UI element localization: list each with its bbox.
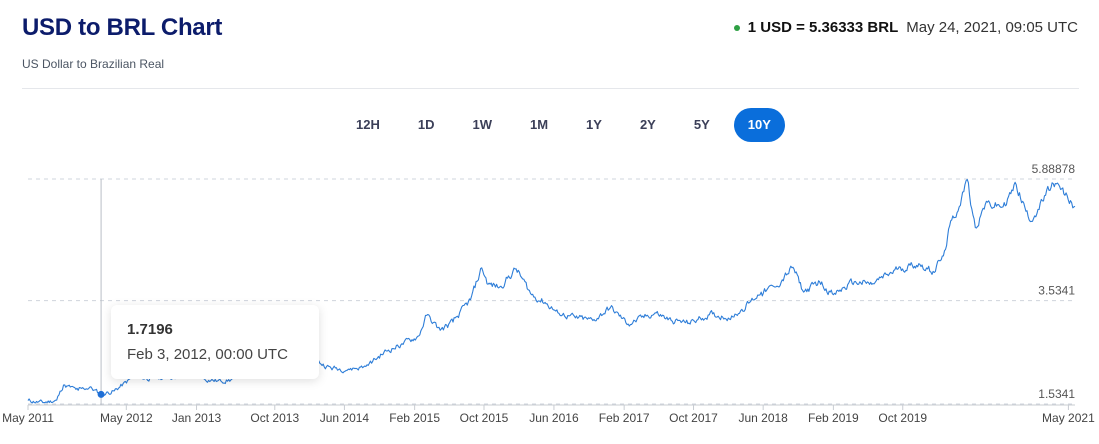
rate-value: 1 USD = 5.36333 BRL	[747, 19, 899, 36]
tab-10y[interactable]: 10Y	[733, 108, 785, 142]
x-tick-label: Oct 2015	[460, 411, 509, 425]
tab-1y[interactable]: 1Y	[586, 117, 602, 132]
x-tick-label: May 2011	[2, 411, 54, 425]
tab-1m[interactable]: 1M	[529, 117, 549, 132]
current-rate: 1 USD = 5.36333 BRL May 24, 2021, 09:05 …	[733, 19, 1078, 36]
x-tick-label: Jun 2014	[320, 411, 370, 425]
header-divider	[22, 88, 1079, 89]
tab-1w[interactable]: 1W	[472, 117, 492, 132]
time-range-tabs: 12H 1D 1W 1M 1Y 2Y 5Y 10Y	[337, 108, 790, 142]
x-tick-label: Jun 2018	[738, 411, 788, 425]
x-tick-label: Oct 2019	[878, 411, 927, 425]
y-tick-label: 3.5341	[1038, 284, 1075, 298]
tab-5y[interactable]: 5Y	[693, 117, 710, 132]
x-tick-label: Oct 2017	[669, 411, 718, 425]
x-tick-label: Feb 2015	[389, 411, 440, 425]
tooltip-date: Feb 3, 2012, 00:00 UTC	[127, 346, 288, 363]
x-tick-label: May 2012	[100, 411, 153, 425]
tab-1d[interactable]: 1D	[417, 117, 435, 132]
x-tick-label: Oct 2013	[250, 411, 299, 425]
tooltip-value: 1.7196	[127, 321, 173, 338]
y-tick-label: 5.88878	[1032, 162, 1076, 176]
page-subtitle: US Dollar to Brazilian Real	[22, 57, 165, 71]
y-tick-label: 1.5341	[1038, 387, 1075, 401]
tab-2y[interactable]: 2Y	[639, 117, 656, 132]
x-tick-label: Jun 2016	[529, 411, 579, 425]
chart-tooltip: 1.7196 Feb 3, 2012, 00:00 UTC	[111, 305, 319, 379]
live-status-dot	[733, 24, 740, 31]
x-tick-label: Feb 2017	[599, 411, 650, 425]
x-tick-label: May 2021	[1042, 411, 1095, 425]
tab-12h[interactable]: 12H	[356, 117, 380, 132]
rate-timestamp: May 24, 2021, 09:05 UTC	[906, 19, 1078, 36]
x-tick-label: Jan 2013	[172, 411, 222, 425]
page-title: USD to BRL Chart	[22, 14, 223, 41]
highlight-point	[97, 390, 105, 398]
x-tick-label: Feb 2019	[808, 411, 859, 425]
